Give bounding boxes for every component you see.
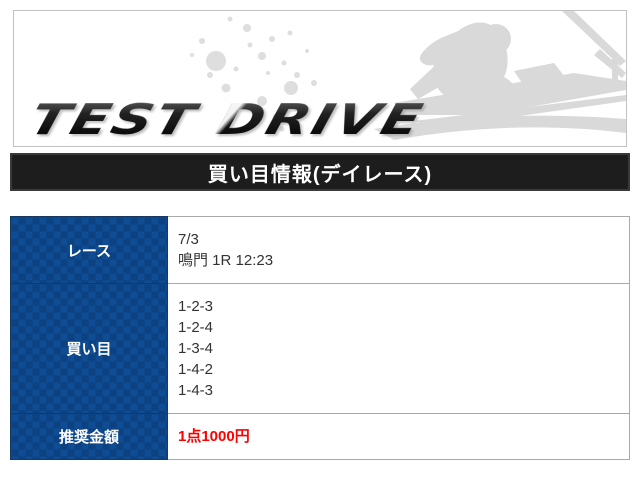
pick-combination: 1-2-4 (178, 319, 214, 336)
section-title: 買い目情報(デイレース) (207, 163, 433, 186)
site-banner: TEST DRIVE (13, 10, 627, 147)
site-logo: TEST DRIVE (24, 95, 431, 144)
recommended-amount: 1点1000円 (178, 428, 250, 445)
row-label-picks: 買い目 (10, 283, 168, 414)
race-info-cell: 7/3 鳴門 1R 12:23 (167, 216, 630, 284)
bet-info-table: レース 7/3 鳴門 1R 12:23 買い目 1-2-3 1-2-4 1-3-… (10, 216, 630, 460)
section-title-bar: 買い目情報(デイレース) (10, 153, 630, 191)
table-row-race: レース 7/3 鳴門 1R 12:23 (10, 216, 630, 284)
row-label-amount: 推奨金額 (10, 413, 168, 460)
pick-combination: 1-3-4 (178, 340, 214, 357)
table-row-amount: 推奨金額 1点1000円 (10, 413, 630, 460)
table-row-picks: 買い目 1-2-3 1-2-4 1-3-4 1-4-2 1-4-3 (10, 283, 630, 414)
race-venue-time: 鳴門 1R 12:23 (178, 252, 274, 269)
row-label-race: レース (10, 216, 168, 284)
pick-combination: 1-2-3 (178, 298, 214, 315)
race-date: 7/3 (178, 231, 199, 248)
picks-cell: 1-2-3 1-2-4 1-3-4 1-4-2 1-4-3 (167, 283, 630, 414)
page: TEST DRIVE 買い目情報(デイレース) レース 7/3 鳴門 1R 12… (0, 10, 640, 460)
amount-cell: 1点1000円 (167, 413, 630, 460)
pick-combination: 1-4-3 (178, 382, 214, 399)
pick-combination: 1-4-2 (178, 361, 214, 378)
boat-racer-illustration (374, 11, 626, 140)
